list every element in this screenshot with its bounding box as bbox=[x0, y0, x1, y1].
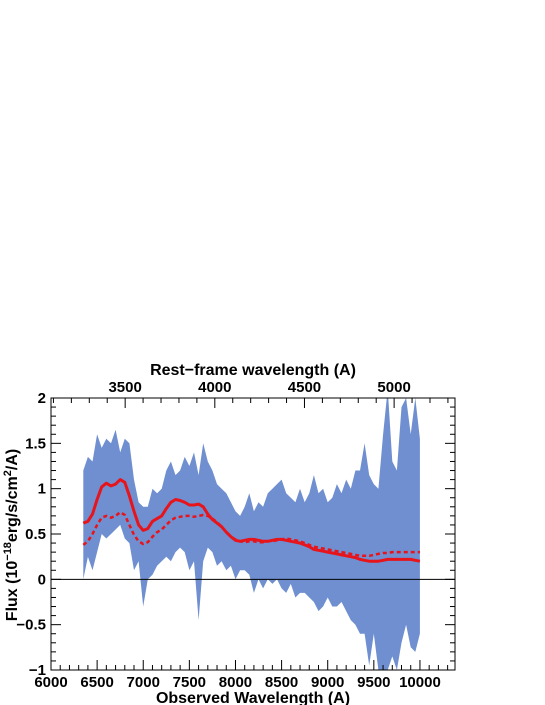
model-solid-line bbox=[82, 478, 421, 563]
x-tick-label: 9000 bbox=[311, 674, 344, 691]
plot-area bbox=[82, 398, 421, 670]
y-tick-label: −0.5 bbox=[16, 617, 46, 634]
y-tick-label: 0 bbox=[38, 571, 46, 588]
x-axis-title: Observed Wavelength (A) bbox=[156, 690, 350, 705]
top-tick-label: 4500 bbox=[288, 379, 321, 396]
y-axis-title-exponent: −18 bbox=[2, 542, 14, 561]
x-tick-label: 7000 bbox=[127, 674, 160, 691]
y-tick-label: 2 bbox=[38, 390, 46, 407]
x-tick-label: 6500 bbox=[80, 674, 113, 691]
y-axis-title-prefix: Flux (10 bbox=[4, 561, 21, 622]
x-tick-label: 7500 bbox=[173, 674, 206, 691]
y-axis-title: Flux (10−18erg/s/cm2/A) bbox=[2, 449, 21, 621]
top-tick-label: 5000 bbox=[377, 379, 410, 396]
x-tick-label: 8500 bbox=[265, 674, 298, 691]
x-tick-label: 9500 bbox=[357, 674, 390, 691]
x-tick-label: 6000 bbox=[34, 674, 67, 691]
top-tick-label: 4000 bbox=[198, 379, 231, 396]
y-tick-label: −1 bbox=[29, 662, 46, 679]
y-axis-title-area-exponent: 2 bbox=[2, 470, 14, 476]
y-axis-title-suffix: /A) bbox=[4, 449, 21, 470]
y-tick-label: 0.5 bbox=[25, 526, 46, 543]
y-tick-label: 1 bbox=[38, 481, 46, 498]
top-tick-label: 3500 bbox=[108, 379, 141, 396]
x-tick-label: 8000 bbox=[219, 674, 252, 691]
x-tick-label: 10000 bbox=[399, 674, 441, 691]
spectrum-band bbox=[83, 398, 420, 670]
top-axis-title: Rest−frame wavelength (A) bbox=[150, 362, 356, 379]
y-axis-title-units: erg/s/cm bbox=[4, 476, 21, 542]
y-tick-label: 1.5 bbox=[25, 435, 46, 452]
axis-ticks: 6000 6500 7000 7500 8000 8500 9000 9500 10000 −1 −… bbox=[16, 379, 455, 691]
model-dashed-line bbox=[82, 510, 420, 558]
